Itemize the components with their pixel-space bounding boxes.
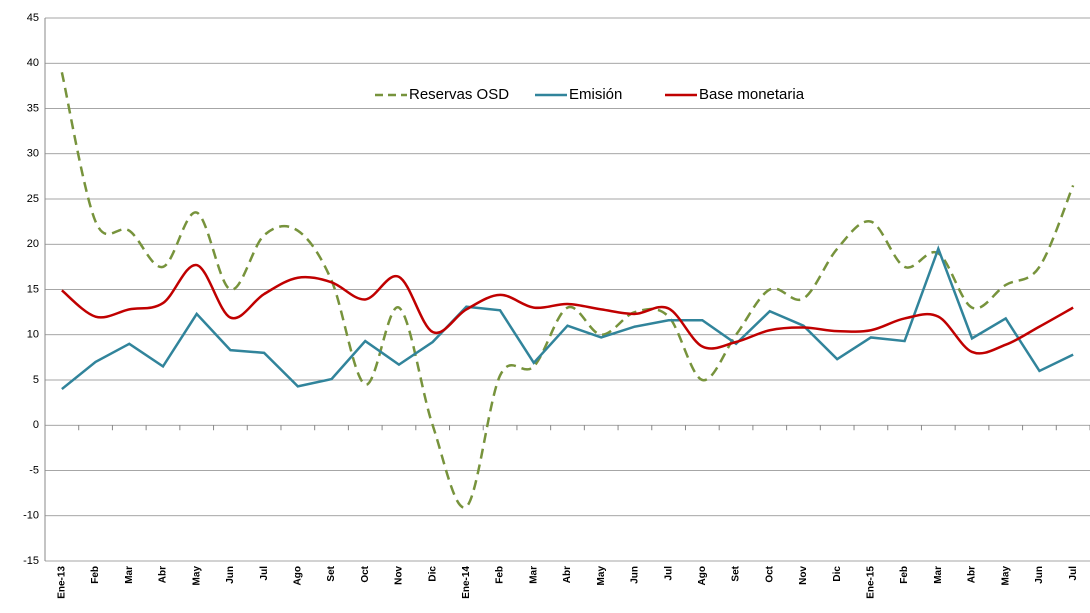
y-tick-label: 15	[27, 283, 39, 295]
legend-label: Emisión	[569, 86, 622, 103]
y-tick-label: 5	[33, 374, 39, 386]
y-tick-label: 30	[27, 148, 39, 160]
x-tick-label: Set	[731, 565, 742, 581]
x-tick-label: Feb	[90, 566, 101, 584]
y-tick-label: -10	[23, 510, 39, 522]
y-tick-label: -15	[23, 555, 39, 567]
x-tick-label: Abr	[158, 566, 169, 583]
x-tick-label: Mar	[933, 566, 944, 584]
x-tick-label: Jul	[259, 566, 270, 581]
x-tick-label: Ene-15	[866, 566, 877, 599]
legend-label: Reservas OSD	[409, 86, 509, 103]
x-tick-label: Ene-13	[56, 566, 67, 599]
y-tick-label: 0	[33, 419, 39, 431]
y-tick-label: 40	[27, 57, 39, 69]
y-tick-label: 45	[27, 12, 39, 24]
x-tick-label: Oct	[360, 565, 371, 582]
x-tick-label: Abr	[562, 566, 573, 583]
y-tick-label: 35	[27, 102, 39, 114]
x-tick-label: Dic	[427, 566, 438, 582]
x-tick-label: Ago	[697, 566, 708, 585]
series-line	[61, 245, 1074, 391]
x-tick-label: Nov	[798, 566, 809, 585]
x-tick-label: Set	[326, 565, 337, 581]
y-tick-label: 25	[27, 193, 39, 205]
x-tick-label: Mar	[528, 566, 539, 584]
x-tick-label: May	[1000, 566, 1011, 586]
x-tick-label: Nov	[394, 566, 405, 585]
x-tick-label: Jun	[1034, 566, 1045, 584]
x-tick-label: Ago	[292, 566, 303, 585]
x-tick-label: Jun	[225, 566, 236, 584]
x-tick-label: Abr	[967, 566, 978, 583]
y-tick-label: 20	[27, 238, 39, 250]
series-line	[61, 263, 1074, 355]
x-tick-label: May	[191, 566, 202, 586]
x-tick-label: Mar	[124, 566, 135, 584]
x-tick-label: Jun	[630, 566, 641, 584]
x-tick-label: Jul	[1068, 566, 1079, 581]
x-tick-label: Ene-14	[461, 566, 472, 599]
x-tick-label: Jul	[663, 566, 674, 581]
y-tick-label: 10	[27, 329, 39, 341]
x-tick-label: May	[596, 566, 607, 586]
x-tick-label: Dic	[832, 566, 843, 582]
y-tick-label: -5	[29, 464, 39, 476]
series-line	[60, 72, 1075, 509]
x-tick-label: Oct	[764, 565, 775, 582]
x-tick-label: Feb	[899, 566, 910, 584]
x-tick-label: Feb	[495, 566, 506, 584]
legend-label: Base monetaria	[699, 86, 805, 103]
